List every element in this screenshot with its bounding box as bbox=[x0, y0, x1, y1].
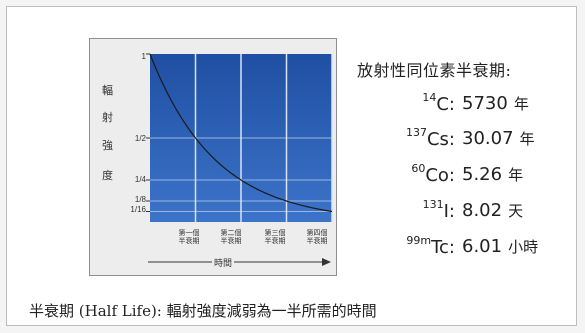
element-symbol: C: bbox=[436, 94, 455, 115]
value-number: 30.07 bbox=[462, 128, 514, 149]
value-number: 5730 bbox=[462, 93, 508, 114]
mass-number: 99m bbox=[406, 234, 432, 247]
x-tick-line1: 第一個 bbox=[178, 229, 200, 237]
y-tick-label: 1/4 bbox=[134, 175, 146, 184]
y-axis-label-char: 射 bbox=[102, 111, 113, 124]
y-axis-label-char: 度 bbox=[102, 169, 113, 182]
isotope-symbol: 99mTc: bbox=[406, 234, 455, 258]
half-life-value: 30.07 年 bbox=[462, 128, 535, 149]
decay-curve bbox=[149, 53, 333, 213]
mass-number: 60 bbox=[411, 162, 426, 175]
decay-plot bbox=[146, 53, 333, 222]
element-symbol: Tc: bbox=[431, 237, 455, 258]
y-axis-label-char: 強 bbox=[102, 139, 113, 152]
x-tick-line2: 半衰期 bbox=[220, 237, 242, 245]
y-tick-label: 1/16 bbox=[130, 205, 146, 214]
x-tick-line1: 第二個 bbox=[220, 229, 242, 237]
y-axis-label-char: 輻 bbox=[102, 84, 113, 97]
value-number: 5.26 bbox=[462, 164, 503, 185]
x-tick-label: 第四個 半衰期 bbox=[302, 229, 332, 245]
x-tick-line2: 半衰期 bbox=[264, 237, 286, 245]
value-unit: 年 bbox=[519, 130, 535, 148]
half-life-value: 8.02 天 bbox=[462, 200, 523, 221]
x-tick-label: 第一個 半衰期 bbox=[174, 229, 204, 245]
x-tick-line2: 半衰期 bbox=[306, 237, 328, 245]
isotope-symbol: 60Co: bbox=[411, 162, 455, 186]
element-symbol: Cs: bbox=[426, 129, 455, 150]
isotope-row: 60Co: 5.26 年 bbox=[352, 162, 567, 192]
isotope-row: 99mTc: 6.01 小時 bbox=[352, 234, 567, 264]
isotope-title: 放射性同位素半衰期: bbox=[357, 61, 512, 80]
value-number: 8.02 bbox=[462, 200, 503, 221]
mass-number: 131 bbox=[422, 198, 444, 211]
isotope-row: 131I: 8.02 天 bbox=[352, 198, 567, 228]
isotope-symbol: 131I: bbox=[422, 198, 455, 222]
x-tick-label: 第二個 半衰期 bbox=[216, 229, 246, 245]
value-unit: 小時 bbox=[508, 238, 539, 256]
isotope-row: 14C: 5730 年 bbox=[352, 91, 567, 121]
value-unit: 年 bbox=[508, 166, 524, 184]
isotope-symbol: 137Cs: bbox=[405, 126, 455, 150]
element-symbol: I: bbox=[443, 201, 455, 222]
mass-number: 14 bbox=[422, 91, 437, 104]
x-axis-label: 時間 bbox=[212, 256, 235, 269]
x-tick-line1: 第四個 bbox=[306, 229, 328, 237]
isotope-row: 137Cs: 30.07 年 bbox=[352, 126, 567, 156]
isotope-symbol: 14C: bbox=[422, 91, 455, 115]
half-life-value: 5730 年 bbox=[462, 93, 529, 114]
value-unit: 年 bbox=[513, 95, 529, 113]
y-tick-label: 1/2 bbox=[134, 134, 146, 143]
x-tick-line1: 第三個 bbox=[264, 229, 286, 237]
y-tick-label: 1 bbox=[141, 52, 146, 61]
x-tick-label: 第三個 半衰期 bbox=[260, 229, 290, 245]
value-unit: 天 bbox=[508, 202, 524, 220]
half-life-value: 6.01 小時 bbox=[462, 236, 538, 257]
y-tick-label: 1/8 bbox=[134, 195, 146, 204]
half-life-value: 5.26 年 bbox=[462, 164, 523, 185]
decay-diagram: 輻 射 強 度 1 1/2 1/4 1/8 1/16 第一個 半衰期 第二個 半衰期… bbox=[89, 38, 337, 276]
content-card: 輻 射 強 度 1 1/2 1/4 1/8 1/16 第一個 半衰期 第二個 半衰期… bbox=[6, 6, 577, 326]
value-number: 6.01 bbox=[462, 236, 503, 257]
x-tick-line2: 半衰期 bbox=[178, 237, 200, 245]
element-symbol: Co: bbox=[425, 165, 455, 186]
mass-number: 137 bbox=[405, 126, 427, 139]
half-life-definition: 半衰期 (Half Life): 輻射強度減弱為一半所需的時間 bbox=[29, 302, 377, 320]
